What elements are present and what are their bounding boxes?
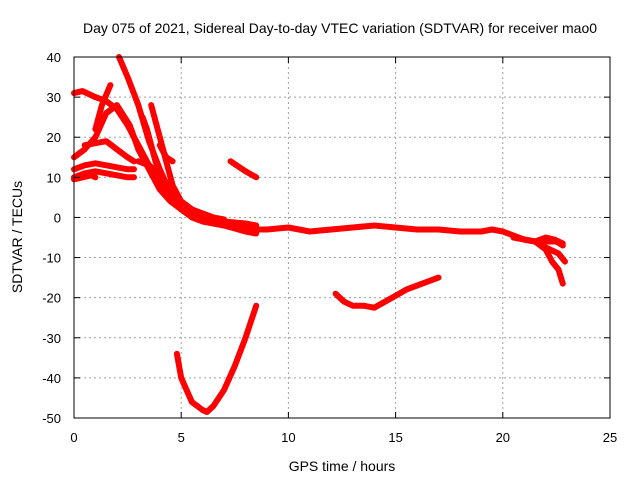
series-arc-6 bbox=[81, 138, 137, 165]
x-tick-label: 5 bbox=[178, 430, 185, 445]
y-tick-label: 30 bbox=[47, 90, 61, 105]
series-arc-3 bbox=[71, 160, 137, 173]
series-arc-16 bbox=[510, 234, 566, 247]
data-series bbox=[71, 54, 568, 415]
axis-ticks: 0 5 10 15 20 25 40 30 20 10 0 -10 -20 -30 -40 -50 bbox=[42, 50, 617, 445]
chart-title: Day 075 of 2021, Sidereal Day-to-day VTE… bbox=[83, 20, 597, 36]
plot-frame bbox=[73, 56, 611, 419]
x-axis-label: GPS time / hours bbox=[289, 458, 396, 474]
series-arc-19 bbox=[332, 274, 442, 311]
series-arc-7 bbox=[92, 82, 114, 133]
y-tick-label: 20 bbox=[47, 130, 61, 145]
y-tick-label: 10 bbox=[47, 170, 61, 185]
series-arc-13 bbox=[227, 158, 260, 181]
series-arc-14 bbox=[173, 302, 260, 415]
y-axis-label: SDTVAR / TECUs bbox=[9, 181, 25, 293]
y-tick-label: -20 bbox=[42, 291, 61, 306]
y-tick-label: 40 bbox=[47, 50, 61, 65]
series-arc-11 bbox=[139, 114, 180, 209]
x-tick-label: 25 bbox=[603, 430, 617, 445]
x-tick-label: 10 bbox=[281, 430, 295, 445]
x-tick-label: 20 bbox=[496, 430, 510, 445]
grid-lines bbox=[74, 57, 610, 418]
series-arc-4 bbox=[71, 168, 137, 181]
series-arc-10 bbox=[148, 102, 228, 223]
series-arc-12 bbox=[156, 142, 176, 165]
x-tick-label: 0 bbox=[70, 430, 77, 445]
series-arc-18 bbox=[538, 242, 568, 265]
y-tick-label: -10 bbox=[42, 251, 61, 266]
y-tick-label: -40 bbox=[42, 371, 61, 386]
x-tick-label: 15 bbox=[388, 430, 402, 445]
series-arc-5 bbox=[71, 172, 99, 183]
y-tick-label: 0 bbox=[54, 210, 61, 225]
y-tick-label: -30 bbox=[42, 331, 61, 346]
y-tick-label: -50 bbox=[42, 411, 61, 426]
